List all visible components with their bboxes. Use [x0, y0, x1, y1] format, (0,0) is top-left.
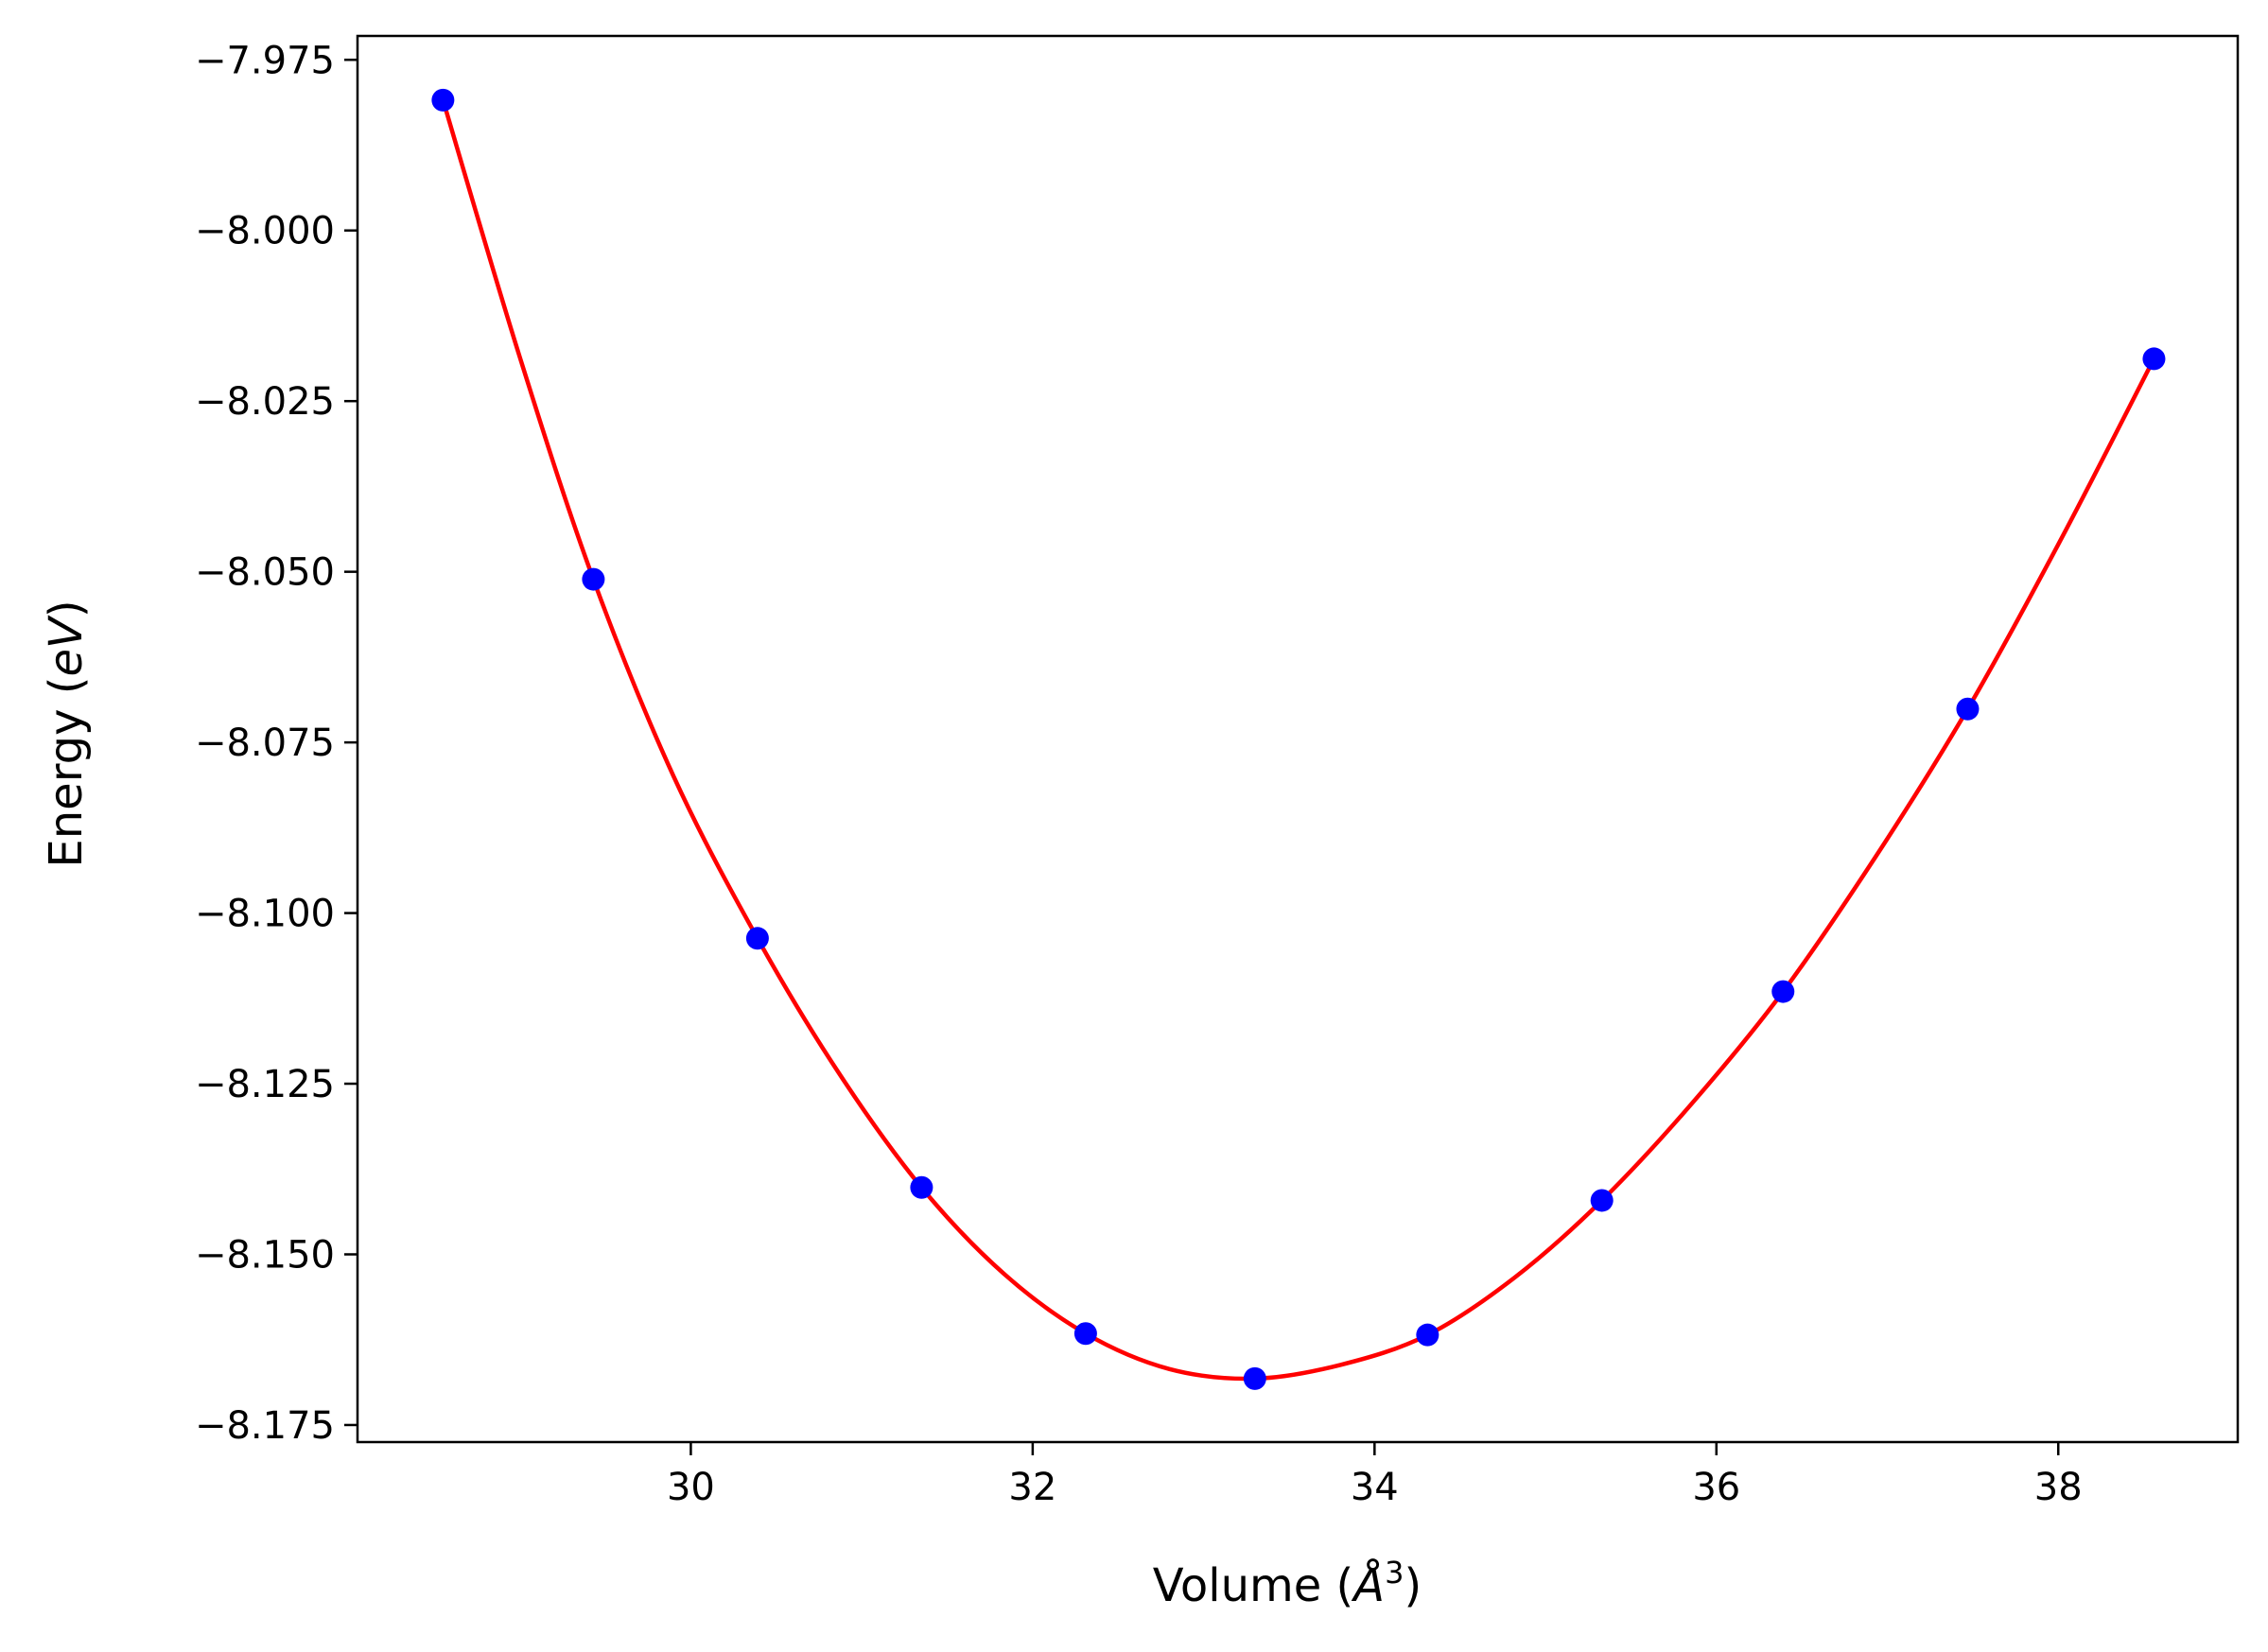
y-tick-label: −8.175: [195, 1404, 335, 1448]
data-point: [582, 567, 605, 591]
data-point: [910, 1175, 933, 1199]
y-axis-label-suffix: ): [40, 600, 93, 617]
y-tick-label: −8.125: [195, 1063, 335, 1106]
axes-frame: [356, 34, 2240, 1444]
data-point: [1073, 1322, 1097, 1346]
y-tick-label: −8.025: [195, 380, 335, 424]
y-tick-label: −8.075: [195, 722, 335, 765]
y-axis-label: Energy (eV): [40, 600, 93, 867]
x-axis-label: Volume (Å3): [1153, 1555, 1422, 1612]
data-point: [1771, 980, 1795, 1003]
y-axis-ticks: −7.975 −8.000 −8.025 −8.050 −8.075 −8.100 −8.1…: [195, 39, 358, 1448]
x-axis-label-prefix: Volume (: [1153, 1559, 1354, 1612]
x-tick-label: 38: [2034, 1466, 2083, 1509]
data-point: [745, 927, 769, 950]
x-axis-label-exponent: 3: [1385, 1555, 1404, 1591]
plot-area: [431, 88, 2166, 1390]
y-axis-label-unit: eV: [40, 615, 93, 677]
data-point: [431, 88, 455, 112]
data-point: [1590, 1189, 1614, 1212]
y-tick-label: −8.150: [195, 1233, 335, 1277]
x-axis-label-unit: Å: [1351, 1558, 1385, 1612]
y-tick-label: −8.050: [195, 551, 335, 595]
data-point: [1243, 1366, 1266, 1390]
data-point: [1416, 1323, 1439, 1347]
fit-curve: [441, 99, 2156, 1382]
x-axis-ticks: 30 32 34 36 38: [667, 1442, 2083, 1509]
data-point: [1956, 697, 1980, 721]
x-tick-label: 34: [1351, 1466, 1399, 1509]
y-tick-label: −7.975: [195, 39, 335, 82]
y-tick-label: −8.000: [195, 210, 335, 253]
x-tick-label: 36: [1692, 1466, 1740, 1509]
data-point: [2142, 347, 2166, 371]
y-axis-label-prefix: Energy (: [40, 677, 93, 868]
x-tick-label: 32: [1008, 1466, 1056, 1509]
x-tick-label: 30: [667, 1466, 715, 1509]
x-axis-label-suffix: ): [1404, 1559, 1422, 1612]
y-tick-label: −8.100: [195, 893, 335, 936]
